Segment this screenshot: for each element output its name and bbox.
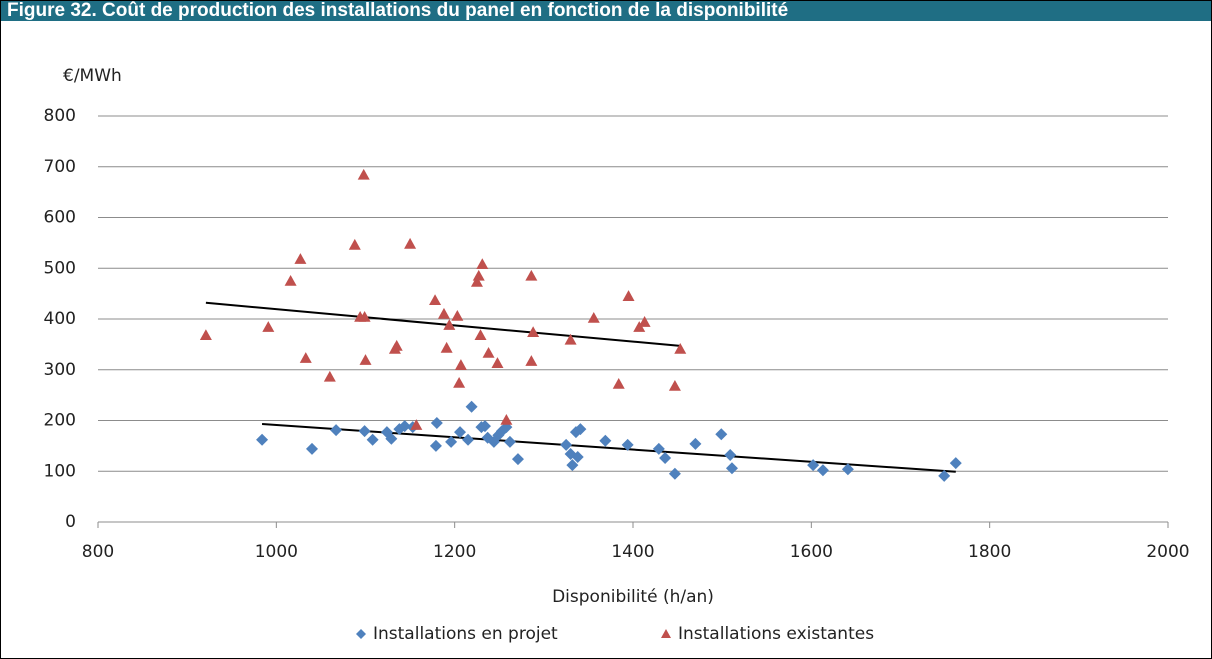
point — [357, 168, 370, 180]
y-tick-label: 200 — [44, 411, 76, 431]
point — [429, 294, 442, 306]
point — [638, 316, 651, 327]
point — [652, 442, 665, 455]
y-axis-label: €/MWh — [63, 66, 122, 86]
y-tick-label: 400 — [44, 309, 76, 329]
point — [474, 329, 487, 341]
point — [294, 253, 307, 264]
point — [440, 341, 453, 353]
point — [476, 258, 489, 269]
point — [443, 319, 456, 330]
point — [949, 457, 962, 470]
legend-label: Installations existantes — [678, 624, 874, 644]
point — [359, 354, 372, 365]
point — [621, 438, 634, 451]
point — [574, 423, 587, 436]
point — [323, 370, 336, 382]
x-tick-label: 1600 — [790, 542, 833, 562]
point — [348, 238, 361, 250]
point — [564, 333, 577, 345]
point — [429, 439, 442, 452]
point — [478, 420, 491, 433]
x-axis-label: Disponibilité (h/an) — [552, 587, 714, 607]
point — [668, 467, 681, 480]
point — [503, 435, 516, 448]
legend-marker — [661, 629, 671, 638]
point — [725, 462, 738, 475]
point — [599, 434, 612, 447]
point — [470, 275, 483, 287]
point — [410, 419, 423, 430]
y-tick-label: 0 — [65, 512, 76, 532]
x-tick-label: 1000 — [255, 542, 298, 562]
point — [482, 347, 495, 358]
point — [306, 442, 318, 455]
legend-label: Installations en projet — [373, 624, 558, 644]
y-tick-label: 300 — [44, 360, 76, 380]
point — [491, 357, 504, 368]
point — [404, 237, 417, 249]
point — [330, 424, 343, 437]
point — [358, 310, 371, 322]
point — [390, 339, 403, 351]
point — [472, 269, 485, 281]
point — [451, 309, 464, 321]
figure-title: Figure 32. Coût de production des instal… — [1, 1, 1211, 21]
x-tick-label: 1400 — [611, 542, 654, 562]
point — [284, 274, 297, 286]
y-tick-label: 500 — [44, 258, 76, 278]
trendline — [205, 301, 681, 347]
point — [500, 413, 513, 425]
point — [587, 311, 600, 323]
point — [571, 451, 584, 464]
trendline — [261, 423, 956, 473]
point — [454, 426, 467, 439]
point — [674, 342, 687, 354]
point — [668, 379, 681, 391]
point — [816, 464, 829, 477]
point — [659, 452, 672, 465]
point — [454, 359, 467, 370]
point — [689, 437, 702, 450]
point — [511, 453, 524, 466]
x-tick-label: 800 — [82, 542, 114, 562]
point — [445, 435, 458, 448]
point — [453, 376, 466, 388]
point — [622, 290, 635, 301]
point — [938, 469, 951, 482]
point — [724, 449, 737, 462]
point — [430, 417, 443, 430]
point — [465, 400, 478, 413]
legend-marker — [356, 629, 366, 639]
point — [358, 425, 371, 438]
x-tick-label: 1800 — [968, 542, 1011, 562]
point — [199, 329, 212, 341]
point — [841, 463, 854, 476]
point — [437, 307, 450, 319]
point — [525, 269, 538, 281]
point — [256, 433, 269, 446]
y-tick-label: 700 — [44, 157, 76, 177]
point — [299, 352, 312, 363]
y-tick-label: 100 — [44, 461, 76, 481]
point — [525, 355, 538, 366]
point — [715, 428, 728, 441]
y-tick-label: 600 — [44, 208, 76, 228]
point — [262, 321, 275, 332]
point — [560, 438, 573, 451]
point — [366, 433, 379, 446]
y-tick-label: 800 — [44, 106, 76, 126]
point — [612, 377, 625, 389]
x-tick-label: 1200 — [433, 542, 476, 562]
point — [566, 459, 579, 472]
point — [385, 432, 398, 445]
point — [527, 326, 540, 337]
point — [462, 433, 475, 446]
x-tick-label: 2000 — [1146, 542, 1189, 562]
point — [398, 420, 411, 433]
point — [807, 459, 820, 472]
